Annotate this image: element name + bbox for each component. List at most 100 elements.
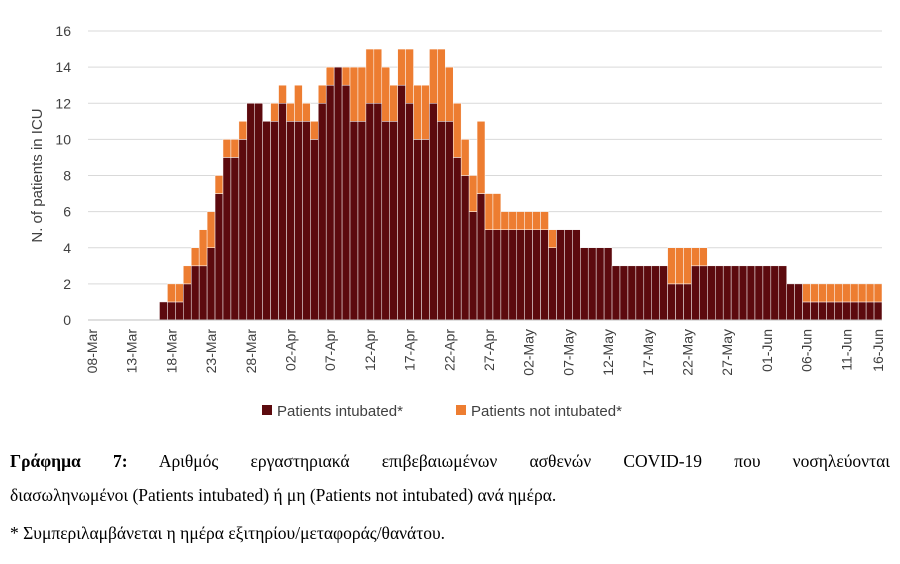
bar-intubated [349,121,359,321]
bar-intubated [286,121,295,321]
y-tick-label: 12 [55,95,71,111]
bar-intubated [532,229,541,321]
bar-intubated [405,103,414,321]
legend-swatch [456,405,466,415]
y-tick-label: 10 [55,131,71,147]
bar-intubated [524,229,533,321]
bar-intubated [818,301,827,321]
bar-intubated [834,301,843,321]
x-tick-label: 13-Mar [124,329,140,374]
bar-not-intubated [532,211,541,230]
bar-not-intubated [286,103,295,122]
bar-intubated [857,301,867,321]
bar-not-intubated [405,48,414,104]
bar-intubated [230,157,240,321]
bar-intubated [238,139,248,321]
y-tick-label: 0 [63,312,71,328]
bar-not-intubated [508,211,518,230]
bar-intubated [683,283,692,321]
bar-not-intubated [802,283,811,303]
bar-not-intubated [230,139,240,158]
x-tick-label: 27-Apr [481,329,497,371]
x-tick-label: 18-Mar [163,329,179,374]
bar-intubated [437,121,446,321]
y-tick-label: 16 [55,23,71,39]
bar-not-intubated [516,211,525,230]
bar-intubated [492,229,502,321]
bar-intubated [873,301,883,321]
bar-intubated [667,283,676,321]
x-tick-label: 17-Apr [402,329,418,371]
y-tick-label: 8 [63,168,71,184]
bar-not-intubated [183,265,192,285]
y-tick-label: 6 [63,204,71,220]
bar-not-intubated [849,283,859,303]
bar-intubated [262,121,271,321]
bar-intubated [175,301,184,321]
bar-not-intubated [445,66,454,122]
bar-intubated [325,84,335,321]
bar-intubated [675,283,684,321]
bar-intubated [842,301,851,321]
bar-not-intubated [865,283,875,303]
bar-not-intubated [349,66,359,122]
bar-not-intubated [675,247,684,285]
bar-not-intubated [167,283,176,303]
caption-line-2: διασωληνωμένοι (Patients intubated) ή μη… [10,485,557,505]
bar-not-intubated [683,247,692,285]
bar-intubated [810,301,819,321]
bar-intubated [190,265,200,321]
bar-not-intubated [373,48,383,104]
bar-intubated [468,211,478,321]
bar-intubated [643,265,652,321]
x-tick-label: 23-Mar [203,329,219,374]
x-tick-label: 16-Jun [870,329,886,372]
bar-intubated [452,157,462,321]
bar-not-intubated [810,283,819,303]
caption-text-1: Αριθμός εργαστηριακά επιβεβαιωμένων ασθε… [158,451,890,471]
bar-not-intubated [484,193,494,230]
bar-intubated [595,247,605,321]
x-tick-label: 22-May [679,329,695,376]
legend-swatch [262,405,272,415]
bar-intubated [564,229,573,321]
bar-intubated [159,301,168,321]
bar-not-intubated [214,175,224,194]
bar-not-intubated [437,48,446,122]
bar-intubated [611,265,621,321]
bar-intubated [691,265,700,321]
bar-intubated [556,229,565,321]
bar-not-intubated [548,229,557,248]
x-tick-label: 07-May [560,329,576,376]
bar-intubated [389,121,398,321]
bar-intubated [445,121,454,321]
bar-intubated [754,265,764,321]
bar-intubated [865,301,875,321]
bar-intubated [778,265,787,321]
bars [159,48,883,321]
caption-footnote: * Συμπεριλαμβάνεται η ημέρα εξιτηρίου/με… [10,523,446,543]
bar-not-intubated [294,84,303,122]
bar-intubated [738,265,748,321]
bar-intubated [198,265,208,321]
bar-intubated [635,265,645,321]
legend: Patients intubated* Patients not intubate… [262,403,622,420]
bar-intubated [580,247,589,321]
bar-intubated [413,139,422,321]
x-tick-label: 11-Jun [838,329,854,371]
legend-label: Patients not intubated* [471,403,622,420]
bar-not-intubated [389,84,398,122]
bar-intubated [484,229,494,321]
bar-intubated [183,283,192,321]
bar-intubated [365,103,375,321]
bar-not-intubated [524,211,533,230]
bar-not-intubated [818,283,827,303]
bar-intubated [849,301,859,321]
icu-stacked-bar-chart: 0 2 4 6 8 10 12 14 16 08-Mar 13-Mar 18-Mar 23-Mar 28… [29,23,886,420]
bar-not-intubated [310,121,319,140]
bar-intubated [603,247,613,321]
bar-intubated [357,121,367,321]
bar-intubated [500,229,510,321]
bar-intubated [722,265,732,321]
bar-intubated [270,121,279,321]
